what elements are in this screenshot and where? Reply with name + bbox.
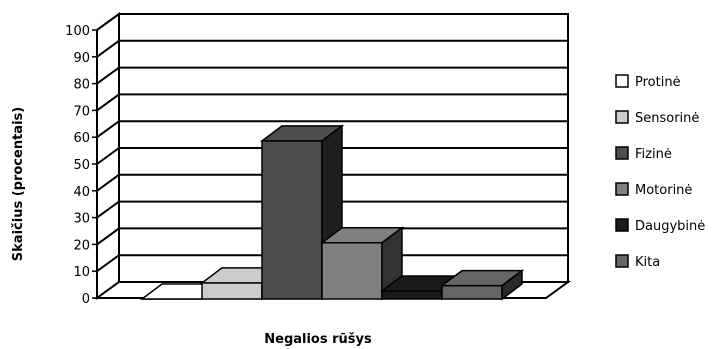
gridline [96,147,568,165]
bar-side [501,269,523,301]
legend-label: Daugybinė [635,219,705,234]
y-tick-label: 0 [82,292,90,307]
legend-swatch [615,110,629,124]
legend: Protinė Sensorinė Fizinė Motorinė Daugybinė K… [615,74,705,270]
gridline [96,254,568,273]
bar-front [441,284,503,300]
y-tick-label: 50 [73,158,90,173]
y-tick-labels: 0 10 20 30 40 50 60 70 80 90 100 [65,24,90,307]
y-axis-title: Skaičius (procentais) [11,107,26,261]
y-tick-label: 10 [73,265,90,280]
legend-swatch [615,254,629,268]
gridline [96,200,568,219]
y-tick-label: 90 [73,51,90,66]
y-tick-label: 30 [73,212,90,227]
gridline [96,227,568,246]
legend-swatch [615,218,629,232]
legend-label: Motorinė [635,183,692,198]
y-tick-label: 20 [73,238,90,253]
legend-swatch [615,182,629,196]
y-tick-label: 70 [73,104,90,119]
gridline [96,173,568,192]
legend-label: Sensorinė [635,111,699,126]
y-tick-label: 100 [65,24,90,39]
bar-front [381,290,443,300]
bar-front [321,241,383,300]
bars [139,124,525,301]
y-tick-label: 80 [73,78,90,93]
bar-kita [439,269,525,301]
y-tick-label: 40 [73,185,90,200]
gridline [96,66,568,85]
y-tick-label: 60 [73,131,90,146]
bar-front [261,140,323,300]
gridline [96,93,568,112]
gridline [96,39,568,58]
x-axis-title: Negalios rūšys [264,332,372,347]
gridline [96,13,568,31]
legend-swatch [615,146,629,160]
gridline [96,120,568,139]
legend-label: Protinė [635,75,681,90]
legend-label: Kita [635,255,660,270]
legend-label: Fizinė [635,147,672,162]
gridlines [96,13,568,273]
legend-swatch [615,74,629,88]
bar-front [201,282,263,300]
